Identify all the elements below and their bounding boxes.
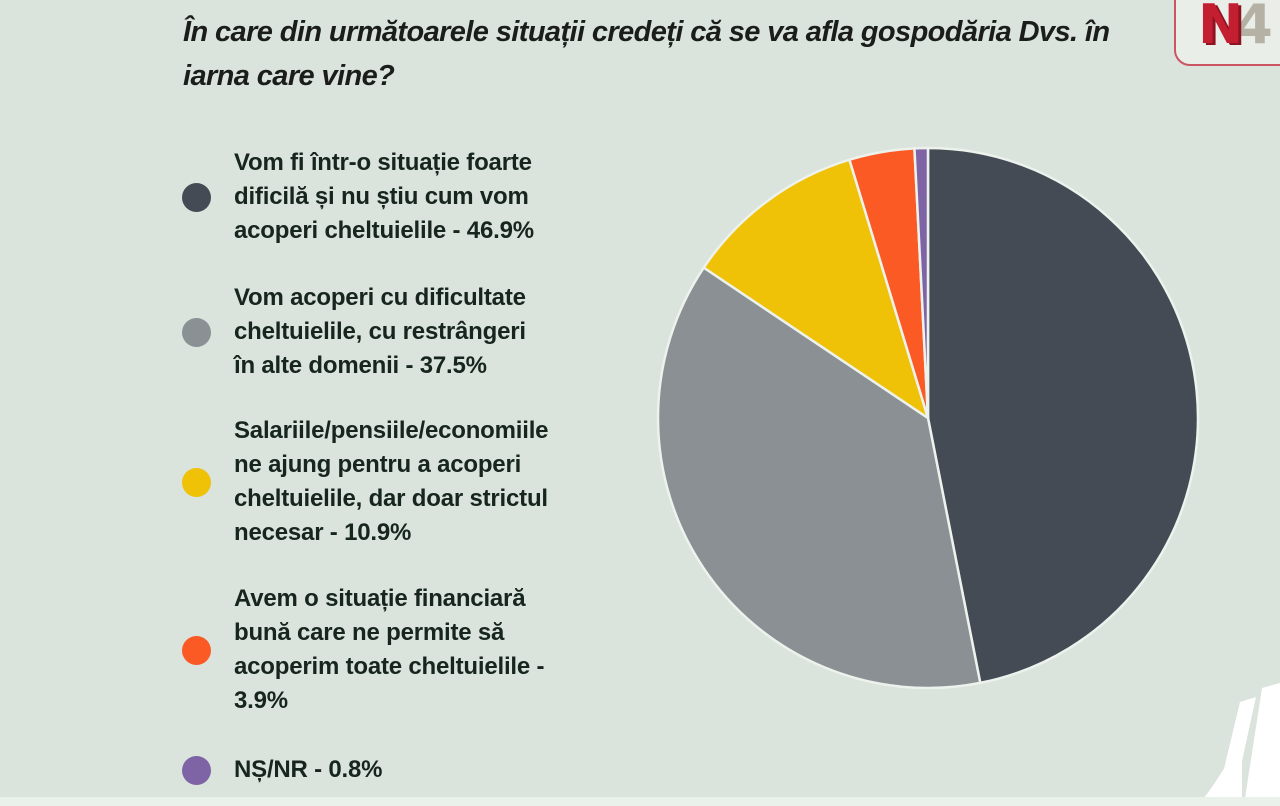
pie-slice-1 xyxy=(656,266,982,690)
legend-label-with-difficulty: Vom acoperi cu dificultate cheltuielile,… xyxy=(234,284,526,379)
n4-logo: N 4 xyxy=(1198,0,1273,52)
pie-chart xyxy=(648,138,1208,698)
legend-label-very-difficult: Vom fi într-o situație foarte dificilă ș… xyxy=(234,149,534,244)
pie-chart-svg xyxy=(656,146,1200,690)
legend-item-good-situation: Avem o situație financiară bună care ne … xyxy=(182,582,654,718)
n4-logo-card: N 4 xyxy=(1174,0,1280,66)
legend-label-ns-nr: NȘ/NR - 0.8% xyxy=(234,756,383,783)
legend-dot-very-difficult xyxy=(182,182,211,212)
pie-slice-4 xyxy=(913,146,930,420)
legend-item-very-difficult: Vom fi într-o situație foarte dificilă ș… xyxy=(182,146,654,248)
legend-label-strict-necessary: Salariile/pensiile/economiile ne ajung p… xyxy=(234,417,549,546)
pie-slice-0 xyxy=(926,146,1200,685)
legend-dot-with-difficulty xyxy=(182,317,211,347)
legend-dot-good-situation xyxy=(182,635,211,665)
bottom-strip xyxy=(0,797,1280,806)
question-title-line-2: iarna care vine? xyxy=(183,60,395,92)
legend-dot-ns-nr xyxy=(182,755,211,785)
question-title-line-1: În care din următoarele situații credeți… xyxy=(183,16,1110,48)
pie-slice-2 xyxy=(702,158,930,420)
n4-logo-letter-n: N xyxy=(1198,0,1244,56)
legend-item-ns-nr: NȘ/NR - 0.8% xyxy=(182,752,654,788)
legend-dot-strict-necessary xyxy=(182,467,211,497)
n4-logo-letter-4: 4 xyxy=(1235,0,1273,56)
legend-item-strict-necessary: Salariile/pensiile/economiile ne ajung p… xyxy=(182,414,654,550)
watermark-logo-icon xyxy=(1204,683,1280,798)
legend-label-good-situation: Avem o situație financiară bună care ne … xyxy=(234,585,545,714)
legend-item-with-difficulty: Vom acoperi cu dificultate cheltuielile,… xyxy=(182,281,654,383)
